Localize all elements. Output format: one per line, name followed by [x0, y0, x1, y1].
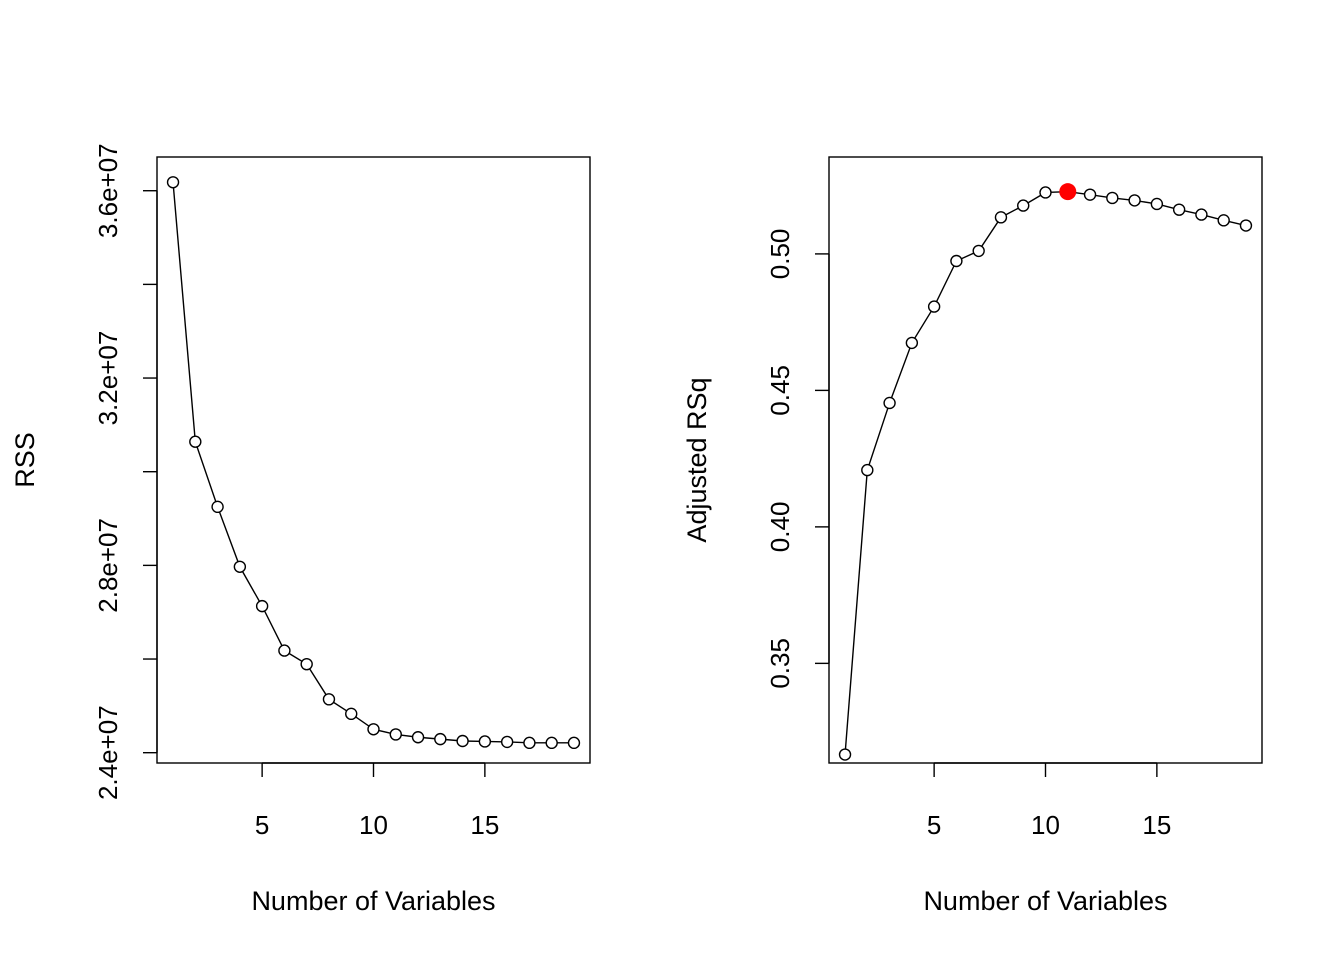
chart-0-point-7	[300, 657, 313, 671]
chart-1-highlight-point	[1059, 183, 1077, 201]
chart-1-point-9	[1017, 199, 1030, 212]
chart-1-series-0-line	[844, 190, 1247, 755]
chart-0-x-tick-label-0: 5	[255, 810, 269, 840]
chart-0-point-18	[545, 736, 558, 750]
chart-1-point-15	[1150, 197, 1164, 211]
chart-1-point-4	[905, 336, 919, 350]
chart-1-x-tick-label-2: 15	[1142, 810, 1171, 840]
chart-1-y-tick-label-2: 0.45	[765, 365, 795, 416]
chart-0-point-9	[345, 707, 358, 721]
chart-0-point-5	[255, 599, 269, 613]
rss-panel: 5 10 15 2.4e+07 2.8e+07 3.2e+07 3.6e+07 Number …	[10, 143, 591, 916]
chart-0-point-13	[434, 732, 447, 746]
chart-1-point-8	[994, 211, 1008, 224]
chart-0-point-10	[367, 723, 380, 736]
chart-0-point-8	[322, 693, 336, 706]
chart-1-x-tick-label-0: 5	[927, 810, 941, 840]
chart-0-point-11	[389, 728, 402, 741]
chart-0-point-2	[189, 435, 202, 448]
chart-0-point-12	[411, 731, 425, 744]
chart-1-x-axis-title: Number of Variables	[923, 886, 1167, 916]
chart-0-y-axis-title: RSS	[10, 432, 40, 488]
chart-1-point-10	[1039, 186, 1052, 199]
chart-0-point-4	[233, 560, 247, 573]
chart-0-x-tick-label-2: 15	[470, 810, 499, 840]
chart-1-point-6	[950, 254, 963, 268]
chart-1-point-7	[972, 244, 985, 258]
chart-1-point-5	[927, 300, 941, 313]
chart-1-point-3	[883, 396, 896, 410]
chart-1-y-tick-label-3: 0.50	[765, 229, 795, 280]
chart-0-point-14	[456, 734, 469, 748]
chart-1-point-14	[1128, 194, 1141, 207]
chart-1-point-1	[838, 748, 852, 761]
chart-1-y-tick-label-1: 0.40	[765, 502, 795, 553]
chart-0-plot-frame	[156, 156, 591, 764]
chart-1-point-13	[1106, 191, 1119, 205]
chart-0-y-tick-label-2: 2.8e+07	[93, 518, 123, 613]
chart-0-y-tick-label-0: 2.4e+07	[93, 705, 123, 800]
chart-0-point-15	[478, 735, 492, 748]
chart-0-series-0-line	[172, 182, 574, 744]
chart-1-point-17	[1195, 208, 1208, 221]
chart-0-x-tick-label-1: 10	[359, 810, 388, 840]
chart-1-plot-frame	[828, 156, 1263, 764]
chart-1-x-tick-label-1: 10	[1031, 810, 1060, 840]
chart-0-point-3	[211, 500, 224, 514]
chart-0-y-tick-label-6: 3.6e+07	[93, 143, 123, 238]
chart-1-point-2	[861, 463, 874, 477]
chart-0-point-19	[567, 736, 581, 750]
chart-0-point-6	[278, 644, 291, 657]
chart-0-point-16	[500, 735, 514, 749]
chart-1-y-axis-title: Adjusted RSq	[682, 377, 712, 542]
chart-1-point-18	[1217, 214, 1230, 227]
chart-1-point-16	[1172, 203, 1186, 216]
chart-1-point-19	[1239, 219, 1253, 232]
chart-0-x-axis-title: Number of Variables	[251, 886, 495, 916]
chart-1-point-12	[1083, 188, 1097, 201]
adjusted-rsq-panel: 5 10 15 0.35 0.40 0.45 0.50 Number of Variables…	[682, 156, 1263, 916]
chart-0-y-tick-label-4: 3.2e+07	[93, 331, 123, 426]
chart-0-point-17	[523, 736, 536, 750]
chart-1-y-tick-label-0: 0.35	[765, 638, 795, 689]
chart-0-point-1	[166, 176, 180, 189]
